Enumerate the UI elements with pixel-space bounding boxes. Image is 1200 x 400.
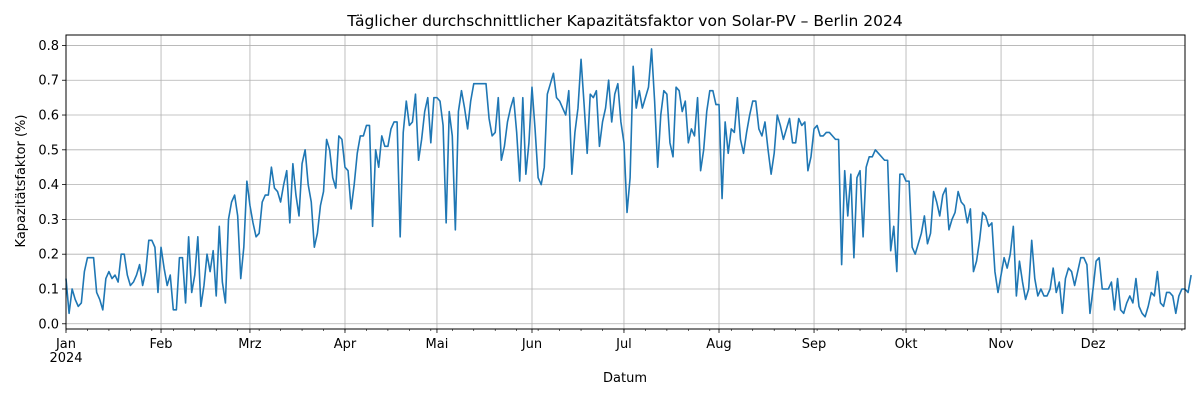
x-tick-label: Aug: [706, 337, 731, 352]
plot-frame: [65, 34, 1186, 330]
series-layer: [65, 48, 1192, 318]
x-tick-label: Apr: [334, 337, 357, 352]
y-tick-label: 0.2: [38, 248, 59, 263]
x-tick-label: Sep: [802, 337, 827, 352]
y-axis-label: Kapazitätsfaktor (%): [14, 115, 29, 248]
x-tick-label: Mai: [426, 337, 449, 352]
y-tick-label: 0.5: [38, 143, 59, 158]
chart-title: Täglicher durchschnittlicher Kapazitätsf…: [346, 12, 902, 30]
y-tick-label: 0.8: [38, 39, 59, 54]
x-tick-label: Dez: [1081, 337, 1106, 352]
y-tick-label: 0.1: [38, 282, 59, 297]
y-tick-label: 0.4: [38, 178, 59, 193]
x-tick-label: Jul: [615, 337, 632, 352]
x-tick-label: Nov: [988, 337, 1014, 352]
x-tick-label: Jun: [521, 337, 542, 352]
series-line: [65, 48, 1192, 318]
y-tick-label: 0.0: [38, 317, 59, 332]
x-tick-label: Feb: [150, 337, 173, 352]
y-tick-label: 0.6: [38, 109, 59, 124]
y-tick-label: 0.7: [38, 74, 59, 89]
x-tick-label: Mrz: [238, 337, 262, 352]
y-tick-label: 0.3: [38, 213, 59, 228]
x-tick-label: Okt: [895, 337, 918, 352]
x-tick-sublabel: 2024: [49, 351, 82, 366]
x-tick-label: Jan: [55, 337, 76, 352]
x-axis-label: Datum: [603, 371, 647, 386]
